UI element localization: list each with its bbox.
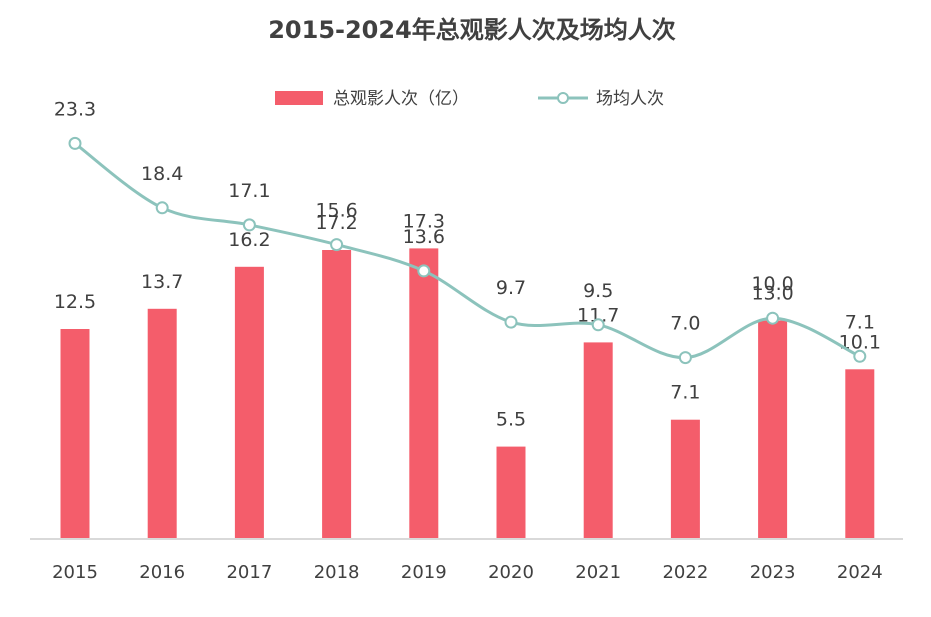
- line-point-2019: [417, 264, 431, 278]
- x-tick-2020: 2020: [488, 562, 534, 583]
- line-point-2022: [678, 351, 692, 365]
- bar-data-labels: 12.5 13.7 16.2 17.2 17.3 5.5 11.7 7.1 13.0 10.1: [54, 210, 881, 430]
- bar-2016: [147, 308, 177, 539]
- line-label-2021: 9.5: [583, 280, 613, 302]
- bar-label-2016: 13.7: [141, 271, 183, 293]
- legend-bar-label: 总观影人次（亿）: [333, 89, 469, 109]
- line-data-labels: 23.3 18.4 17.1 15.6 13.6 9.7 9.5 7.0 10.0 7.1: [54, 98, 875, 334]
- chart-title: 2015-2024年总观影人次及场均人次: [268, 16, 676, 44]
- legend-bar-swatch: [275, 91, 323, 105]
- line-point-2017: [242, 218, 256, 232]
- line-label-2017: 17.1: [228, 180, 270, 202]
- bar-label-2021: 11.7: [577, 304, 619, 326]
- x-tick-2024: 2024: [837, 562, 883, 583]
- bar-2024: [845, 369, 875, 539]
- line-label-2020: 9.7: [496, 277, 526, 299]
- bar-2023: [758, 320, 788, 539]
- bar-label-2018: 17.2: [315, 212, 357, 234]
- x-tick-2016: 2016: [139, 562, 185, 583]
- legend-line-label: 场均人次: [596, 89, 664, 109]
- line-label-2024: 7.1: [845, 311, 875, 333]
- bar-2022: [670, 419, 700, 539]
- bar-label-2017: 16.2: [228, 229, 270, 251]
- x-tick-2021: 2021: [575, 562, 621, 583]
- line-point-2020: [504, 315, 518, 329]
- bar-2018: [322, 250, 352, 539]
- bar-2021: [583, 342, 613, 539]
- line-point-2023: [766, 311, 780, 325]
- bar-2019: [409, 248, 439, 539]
- x-tick-2023: 2023: [750, 562, 796, 583]
- line-label-2022: 7.0: [670, 313, 700, 335]
- bar-2015: [60, 329, 90, 539]
- line-point-2024: [853, 349, 867, 363]
- bar-label-2023: 13.0: [751, 283, 793, 305]
- x-axis-ticks: 2015 2016 2017 2018 2019 2020 2021 2022 2023 2024: [52, 562, 883, 583]
- line-label-2015: 23.3: [54, 98, 96, 120]
- bar-2020: [496, 446, 526, 539]
- x-tick-2019: 2019: [401, 562, 447, 583]
- bar-series: [60, 248, 875, 539]
- line-label-2019: 13.6: [403, 226, 445, 248]
- legend-line-marker: [557, 92, 569, 104]
- x-tick-2017: 2017: [226, 562, 272, 583]
- line-point-2018: [330, 238, 344, 252]
- line-label-2016: 18.4: [141, 163, 183, 185]
- x-tick-2022: 2022: [662, 562, 708, 583]
- bar-label-2015: 12.5: [54, 291, 96, 313]
- bar-2017: [234, 266, 264, 539]
- line-point-2021: [591, 318, 605, 332]
- legend: 总观影人次（亿） 场均人次: [275, 89, 664, 109]
- bar-label-2024: 10.1: [839, 331, 881, 353]
- bar-label-2019: 17.3: [403, 210, 445, 232]
- bar-label-2020: 5.5: [496, 409, 526, 431]
- x-tick-2018: 2018: [314, 562, 360, 583]
- line-point-2015: [68, 136, 82, 150]
- x-tick-2015: 2015: [52, 562, 98, 583]
- line-point-2016: [155, 201, 169, 215]
- bar-label-2022: 7.1: [670, 382, 700, 404]
- line-series: [68, 136, 867, 365]
- line-label-2023: 10.0: [751, 273, 793, 295]
- line-path: [74, 142, 861, 360]
- line-label-2018: 15.6: [315, 200, 357, 222]
